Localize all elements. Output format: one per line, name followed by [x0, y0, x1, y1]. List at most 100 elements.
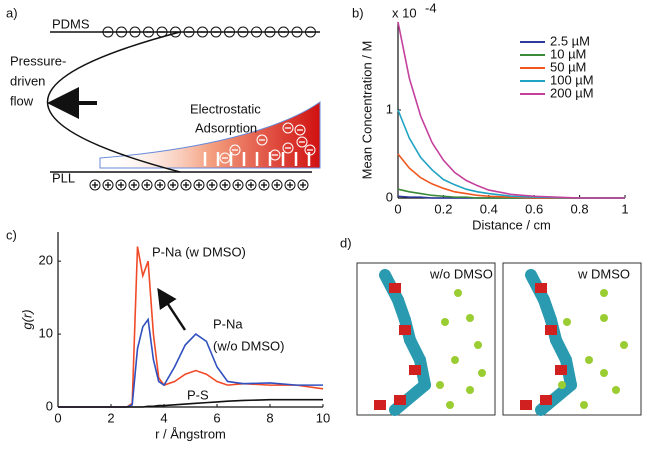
molecule: [374, 269, 628, 416]
strand: [535, 379, 577, 416]
charge: [294, 124, 306, 136]
y-tick-label: 20: [39, 253, 53, 268]
charge: [129, 26, 141, 38]
charge: [264, 26, 276, 38]
charge: [143, 26, 154, 38]
ion: [580, 401, 588, 409]
snapshot-label: w DMSO: [577, 266, 630, 281]
bottom-surface: PLL: [52, 170, 75, 185]
snapshots: [356, 262, 642, 416]
ion: [563, 318, 571, 326]
charge: [229, 144, 241, 156]
x-axis-label: r / Ångstrom: [155, 426, 226, 441]
x-tick-label: 2: [107, 410, 114, 425]
top-surface: PDMS: [52, 16, 90, 31]
x-tick-label: 0: [394, 201, 401, 216]
y-multiplier-exponent: -4: [425, 0, 437, 15]
charge: [128, 179, 140, 191]
y-tick-label: 1: [386, 101, 393, 116]
flow-label: driven: [10, 73, 45, 88]
x-tick-label: 6: [213, 410, 220, 425]
ion: [454, 289, 462, 297]
adsorption-label: Electrostatic: [190, 101, 261, 116]
x-tick-label: 0.8: [571, 201, 589, 216]
adsorption-label: Adsorption: [195, 120, 257, 135]
charge: [154, 179, 166, 191]
flow-label: Pressure-: [10, 53, 66, 68]
strand: [389, 379, 431, 416]
flow-label: flow: [10, 93, 34, 108]
snapshot-frame: [356, 262, 496, 416]
series-line: [58, 398, 323, 408]
charge: [102, 26, 114, 38]
y-axis-label: Mean Concentration / M: [359, 41, 374, 180]
x-tick-label: 0: [54, 410, 61, 425]
legend-label: 50 µM: [550, 59, 586, 74]
x-tick-label: 10: [316, 410, 330, 425]
charge: [206, 179, 218, 191]
charge: [167, 179, 179, 191]
ion: [441, 318, 449, 326]
atom: [545, 325, 557, 335]
charge: [232, 179, 244, 191]
charge: [278, 26, 289, 38]
y-tick-label: 10: [39, 326, 53, 341]
atom: [389, 283, 401, 293]
series-label: P-Na: [213, 316, 243, 331]
ion: [558, 381, 566, 389]
charge: [116, 26, 127, 38]
series-line: [397, 153, 625, 199]
schematic: [47, 26, 321, 191]
panel-label: b): [352, 5, 364, 20]
x-tick-label: 0.6: [525, 201, 543, 216]
x-axis-label: Distance / cm: [472, 217, 551, 232]
legend-label: 100 µM: [550, 72, 594, 87]
series-line: [58, 317, 323, 408]
x-tick-label: 8: [266, 410, 273, 425]
charge: [183, 26, 195, 38]
series-label: P-Na (w DMSO): [152, 244, 246, 259]
charge: [284, 179, 296, 191]
ion: [600, 369, 608, 377]
charge: [89, 179, 101, 191]
ion: [600, 289, 608, 297]
adsorption-region: [99, 101, 321, 169]
x-tick-label: 1: [621, 201, 628, 216]
charge: [251, 26, 262, 38]
atom: [394, 395, 406, 405]
charge: [219, 179, 231, 191]
legend-label: 200 µM: [550, 85, 594, 100]
series-line: [58, 246, 324, 408]
charge: [170, 26, 181, 38]
ion: [466, 386, 474, 394]
atom: [555, 365, 567, 375]
charge: [245, 179, 257, 191]
panel-label: a): [6, 5, 18, 20]
snapshot-label: w/o DMSO: [429, 266, 493, 281]
charge: [256, 134, 268, 146]
charge: [305, 26, 316, 38]
series-label: (w/o DMSO): [213, 338, 285, 353]
charge: [291, 26, 303, 38]
charge: [224, 26, 235, 38]
legend-label: 2.5 µM: [550, 33, 590, 48]
ion: [620, 341, 628, 349]
x-tick-label: 0.4: [480, 201, 498, 216]
y-multiplier: x 10: [392, 5, 417, 20]
charge: [156, 26, 168, 38]
y-tick-label: 0: [46, 398, 53, 413]
charge: [115, 179, 127, 191]
series-line: [397, 21, 625, 199]
charge: [258, 179, 270, 191]
charge: [237, 26, 249, 38]
atom: [399, 325, 411, 335]
charge: [180, 179, 192, 191]
ion: [600, 314, 608, 322]
ion: [478, 369, 486, 377]
charge: [296, 136, 308, 148]
shift-arrow: [157, 287, 187, 331]
x-tick-label: 0.2: [434, 201, 452, 216]
charge: [193, 179, 205, 191]
charge: [102, 179, 114, 191]
